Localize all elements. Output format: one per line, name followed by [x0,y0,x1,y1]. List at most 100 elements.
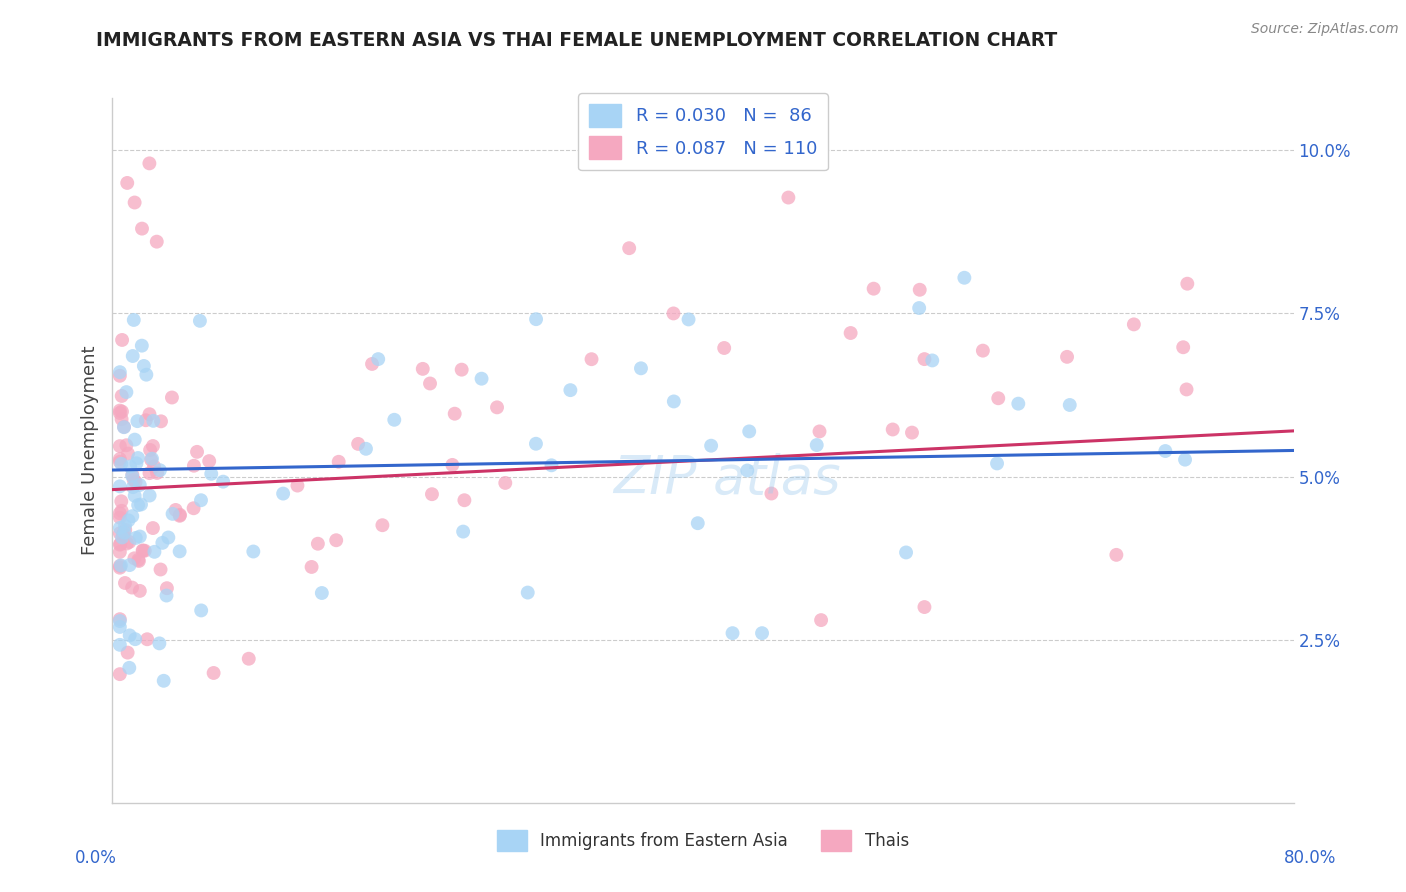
Point [443,407,465,421]
Point [125,531,148,545]
Point [238,651,260,665]
Point [1173,340,1195,354]
Legend: Immigrants from Eastern Asia, Thais: Immigrants from Eastern Asia, Thais [491,823,915,858]
Point [169,508,191,523]
Point [121,581,143,595]
Point [124,551,146,566]
Point [114,523,136,537]
Point [139,452,162,467]
Point [110,537,132,551]
Point [737,463,759,477]
Point [136,632,159,647]
Point [108,620,131,634]
Point [441,458,464,472]
Point [183,458,205,473]
Point [124,489,146,503]
Point [108,368,131,383]
Point [108,510,131,524]
Point [908,301,931,315]
Point [127,414,149,428]
Text: Source: ZipAtlas.com: Source: ZipAtlas.com [1251,22,1399,37]
Point [146,235,169,249]
Point [619,241,641,255]
Point [382,413,405,427]
Point [108,612,131,626]
Point [808,425,831,439]
Point [1154,444,1177,458]
Point [1174,452,1197,467]
Point [328,455,350,469]
Point [138,407,160,421]
Point [721,626,744,640]
Point [129,498,152,512]
Point [135,413,157,427]
Point [112,420,135,434]
Point [662,394,685,409]
Point [700,439,723,453]
Point [152,673,174,688]
Point [470,372,494,386]
Point [124,433,146,447]
Point [271,486,294,500]
Point [1059,398,1081,412]
Point [914,352,936,367]
Point [1122,318,1144,332]
Point [108,521,131,535]
Point [111,389,134,403]
Point [581,352,603,367]
Point [301,560,323,574]
Point [118,661,141,675]
Point [882,422,904,436]
Point [122,473,145,487]
Point [115,385,138,400]
Point [128,478,150,492]
Point [112,420,135,434]
Point [986,457,1008,471]
Point [149,463,172,477]
Point [131,338,153,352]
Point [108,403,131,417]
Point [146,466,169,480]
Point [108,545,131,559]
Point [540,458,562,473]
Point [110,457,132,471]
Point [132,359,155,373]
Point [141,451,163,466]
Point [198,454,221,468]
Point [138,466,160,480]
Point [810,613,832,627]
Point [142,414,165,428]
Point [169,544,191,558]
Point [524,312,547,326]
Point [1175,277,1198,291]
Point [118,535,141,549]
Point [516,585,538,599]
Point [1105,548,1128,562]
Point [115,438,138,452]
Point [125,456,148,470]
Point [114,518,136,533]
Point [190,493,212,508]
Point [686,516,709,531]
Point [121,509,143,524]
Point [117,446,139,460]
Point [287,478,309,492]
Point [150,414,173,428]
Point [108,667,131,681]
Point [139,442,162,457]
Point [131,221,153,235]
Point [347,437,370,451]
Point [908,283,931,297]
Point [188,314,211,328]
Point [751,626,773,640]
Point [135,368,157,382]
Point [121,467,143,482]
Point [1007,397,1029,411]
Point [162,507,184,521]
Point [127,450,149,465]
Point [128,583,150,598]
Point [325,533,347,548]
Point [560,383,582,397]
Point [108,558,131,573]
Point [839,326,862,340]
